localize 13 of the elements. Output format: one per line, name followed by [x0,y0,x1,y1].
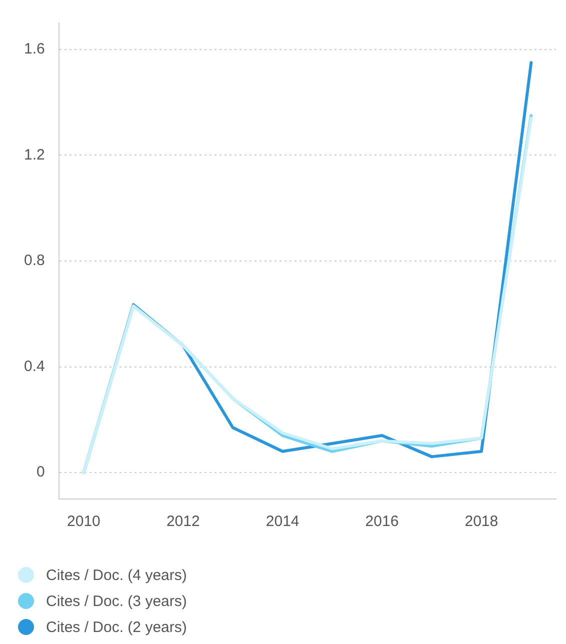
y-tick-label: 0.4 [24,358,45,375]
x-tick-label: 2018 [464,513,498,530]
y-tick-label: 1.6 [24,40,45,58]
x-tick-label: 2012 [166,513,200,530]
x-tick-label: 2010 [67,513,100,530]
legend-label: Cites / Doc. (4 years) [46,566,187,584]
legend-label: Cites / Doc. (3 years) [46,592,187,610]
legend-label: Cites / Doc. (2 years) [46,618,187,636]
y-tick-label: 1.2 [24,146,45,164]
x-tick-label: 2014 [266,513,300,530]
x-tick-label: 2016 [365,513,399,530]
y-tick-label: 0 [36,464,45,481]
y-tick-label: 0.8 [24,252,45,270]
